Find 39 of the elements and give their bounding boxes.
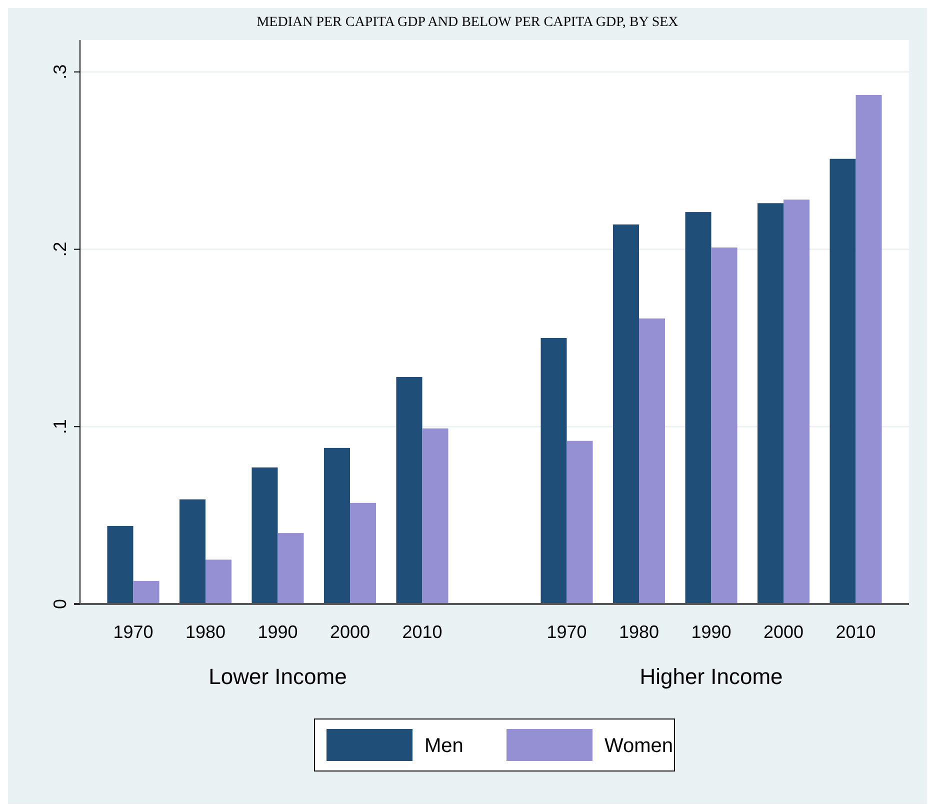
bar — [612, 224, 640, 604]
text: Lower Income — [208, 664, 347, 689]
bar — [784, 200, 810, 604]
y-tick-label: 0 — [50, 598, 70, 610]
bar — [685, 212, 712, 604]
bar — [324, 448, 350, 604]
x-tick-label: 2000 — [330, 622, 370, 642]
x-tick-label: 2010 — [402, 622, 442, 642]
bar — [711, 248, 738, 604]
bar — [350, 502, 376, 604]
y-tick-label: .2 — [50, 242, 70, 257]
bar — [133, 580, 160, 604]
x-tick-label: 1970 — [113, 622, 154, 642]
y-tick-label: .1 — [50, 419, 70, 434]
bar — [179, 499, 206, 604]
chart-title: MEDIAN PER CAPITA GDP AND BELOW PER CAPITA GDP, BY SEX — [256, 15, 678, 30]
bar — [205, 560, 232, 604]
bar — [107, 526, 134, 604]
bar — [422, 428, 448, 604]
legend-label: Men — [424, 735, 464, 757]
x-tick-label: 1980 — [185, 622, 226, 642]
bar — [830, 158, 856, 604]
bar — [758, 203, 784, 604]
bar — [540, 338, 567, 604]
x-tick-label: 1970 — [546, 622, 587, 642]
bar — [856, 94, 882, 604]
y-tick-label: .3 — [50, 64, 70, 80]
legend-label: Women — [604, 735, 674, 757]
text: Higher Income — [640, 664, 783, 689]
bar — [396, 376, 422, 604]
x-tick-label: 1990 — [691, 622, 732, 642]
x-tick-label: 1980 — [618, 622, 660, 642]
bar — [278, 533, 304, 604]
x-tick-label: 2010 — [836, 622, 876, 642]
x-tick-label: 2000 — [763, 622, 804, 642]
x-tick-label: 1990 — [258, 622, 298, 642]
bar — [639, 318, 666, 604]
bar — [566, 440, 593, 604]
bar — [252, 467, 278, 604]
